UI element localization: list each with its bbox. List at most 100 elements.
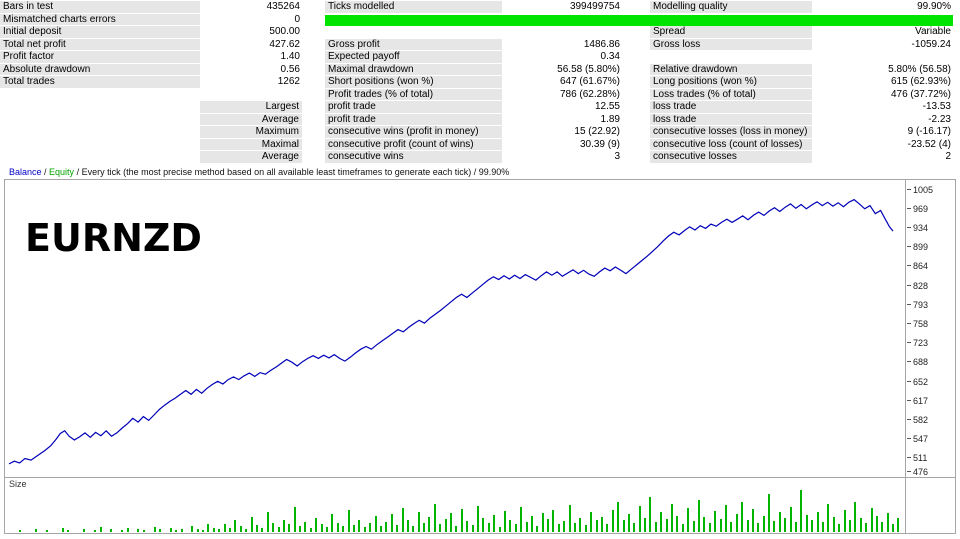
stat-value: 1.89 [502, 113, 622, 126]
size-bar [450, 513, 453, 532]
size-bar [196, 529, 199, 532]
size-bar [671, 504, 674, 532]
size-bar [714, 511, 717, 532]
size-bar [617, 502, 620, 532]
stat-label [0, 126, 200, 139]
size-bar [126, 528, 129, 532]
size-bar [353, 525, 355, 532]
size-bar [563, 521, 566, 532]
balance-chart: EURNZD 1005 969 934 899 864 828 793 758 723 688 65… [4, 179, 956, 478]
size-bar [870, 508, 873, 532]
size-bar [83, 529, 86, 532]
size-bar [493, 515, 496, 532]
cell-gap [622, 88, 650, 101]
cell-gap [622, 138, 650, 151]
size-bar [627, 514, 630, 532]
stat-label [0, 101, 200, 114]
size-bar [223, 524, 226, 532]
size-bar [191, 526, 194, 532]
size-bar [665, 519, 668, 532]
stat-value: -2.23 [812, 113, 953, 126]
balance-plot: EURNZD [4, 179, 906, 478]
size-bar [406, 520, 409, 532]
stat-label: Absolute drawdown [0, 63, 200, 76]
size-bar [735, 514, 738, 532]
size-bar [266, 512, 269, 532]
stat-value: 786 (62.28%) [502, 88, 622, 101]
report-row: Total trades 1262 Short positions (won %) 6… [0, 76, 960, 89]
size-bar [606, 524, 609, 532]
stat-label: Profit trades (% of total) [325, 88, 502, 101]
legend-separator: / [74, 167, 82, 177]
cell-gap [302, 138, 325, 151]
y-axis-label: 688 [906, 357, 929, 368]
size-bar [272, 523, 275, 532]
cell-gap [622, 113, 650, 126]
cell-gap [302, 101, 325, 114]
stat-label: Ticks modelled [325, 1, 502, 14]
stat-label: Gross profit [325, 38, 502, 51]
report-row: Profit trades (% of total) 786 (62.28%) Lo… [0, 88, 960, 101]
stat-label [0, 88, 200, 101]
size-bar [202, 530, 205, 532]
stat-value: 1486.86 [502, 38, 622, 51]
stat-value: 9 (-16.17) [812, 126, 953, 139]
size-bar [299, 526, 302, 532]
size-bar [676, 516, 679, 532]
balance-curve [8, 198, 894, 465]
stats-table: Bars in test 435264 Ticks modelled 39949975… [0, 1, 960, 164]
size-bar [552, 510, 555, 532]
stat-label: consecutive losses (loss in money) [650, 126, 812, 139]
size-bar [530, 516, 533, 532]
size-bar [751, 509, 754, 532]
report-row: Initial deposit 500.00 Spread Variable [0, 26, 960, 39]
size-bar [282, 520, 285, 532]
size-bar [638, 506, 641, 532]
y-axis-label: 652 [906, 376, 929, 387]
size-bar [698, 500, 700, 532]
y-axis-label: 1005 [906, 184, 934, 195]
size-bar [633, 523, 636, 532]
size-bar [234, 520, 237, 532]
size-bar [239, 526, 242, 532]
report-row: Mismatched charts errors 0 [0, 13, 960, 28]
cell-gap [622, 1, 650, 14]
stat-label: Loss trades (% of total) [650, 88, 812, 101]
size-bar [827, 504, 830, 532]
y-axis-label: 758 [906, 319, 929, 330]
stat-label [0, 151, 200, 164]
size-bar [762, 516, 765, 532]
size-bar [439, 524, 442, 532]
size-bar [487, 523, 490, 532]
size-bar [261, 528, 264, 532]
report-row: Profit factor 1.40 Expected payoff 0.34 [0, 51, 960, 64]
stat-label: loss trade [650, 113, 812, 126]
stat-label: Short positions (won %) [325, 76, 502, 89]
size-bar [379, 526, 382, 532]
size-chart-label: Size [9, 479, 27, 489]
size-bar [363, 527, 366, 532]
report-row: Largest profit trade 12.55 loss trade -13.53 [0, 101, 960, 114]
stat-label: Expected payoff [325, 51, 502, 64]
stat-label: consecutive profit (count of wins) [325, 138, 502, 151]
size-bar [326, 527, 329, 532]
stat-label: Maximal drawdown [325, 63, 502, 76]
cell-gap [622, 76, 650, 89]
size-bar [61, 528, 64, 532]
stat-value: 0.34 [502, 51, 622, 64]
y-axis-label: 511 [906, 453, 928, 464]
legend-separator: / [471, 167, 479, 177]
stat-value: 12.55 [502, 101, 622, 114]
cell-gap [302, 26, 325, 39]
cell-gap [302, 38, 325, 51]
report-row: Maximum consecutive wins (profit in money… [0, 126, 960, 139]
stat-label: profit trade [325, 113, 502, 126]
size-bar [212, 528, 215, 532]
y-axis-label: 864 [906, 261, 929, 272]
size-bar [557, 524, 560, 532]
size-bar [347, 510, 350, 532]
legend-equity: Equity [49, 167, 75, 177]
stat-value: 30.39 (9) [502, 138, 622, 151]
size-bar [692, 521, 695, 532]
size-bar [229, 528, 232, 532]
